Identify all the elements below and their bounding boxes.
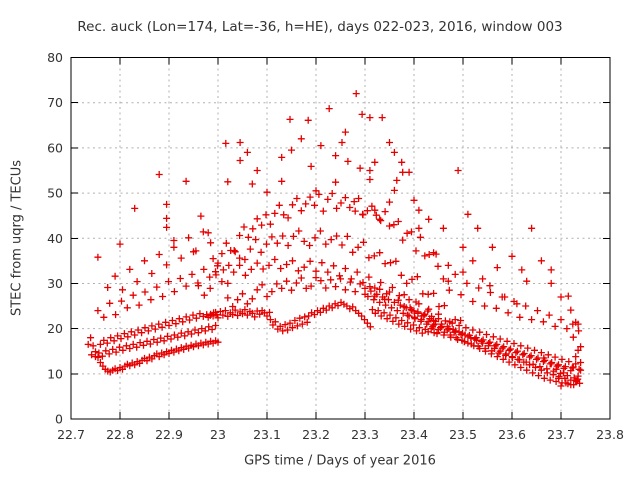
y-tick-label: 20 [47, 321, 63, 336]
x-tick-label: 23.8 [596, 427, 624, 442]
x-tick-label: 22.9 [155, 427, 183, 442]
x-tick-label: 23.7 [547, 427, 575, 442]
x-tick-label: 23.6 [498, 427, 526, 442]
x-tick-label: 23 [210, 427, 226, 442]
x-tick-label: 23.5 [449, 427, 477, 442]
x-tick-label: 23.2 [302, 427, 330, 442]
y-tick-label: 0 [55, 412, 63, 427]
y-tick-label: 10 [47, 366, 63, 381]
y-tick-label: 70 [47, 95, 63, 110]
x-tick-label: 22.7 [57, 427, 85, 442]
x-axis-label: GPS time / Days of year 2016 [244, 453, 436, 469]
x-tick-label: 22.8 [106, 427, 134, 442]
y-tick-label: 30 [47, 276, 63, 291]
y-tick-label: 40 [47, 231, 63, 246]
y-tick-label: 50 [47, 186, 63, 201]
x-tick-label: 23.3 [351, 427, 379, 442]
x-tick-label: 23.4 [400, 427, 428, 442]
y-tick-label: 60 [47, 140, 63, 155]
chart-title: Rec. auck (Lon=174, Lat=-36, h=HE), days… [77, 19, 563, 35]
x-tick-label: 23.1 [253, 427, 281, 442]
data-points [84, 90, 585, 390]
y-tick-label: 80 [47, 50, 63, 65]
